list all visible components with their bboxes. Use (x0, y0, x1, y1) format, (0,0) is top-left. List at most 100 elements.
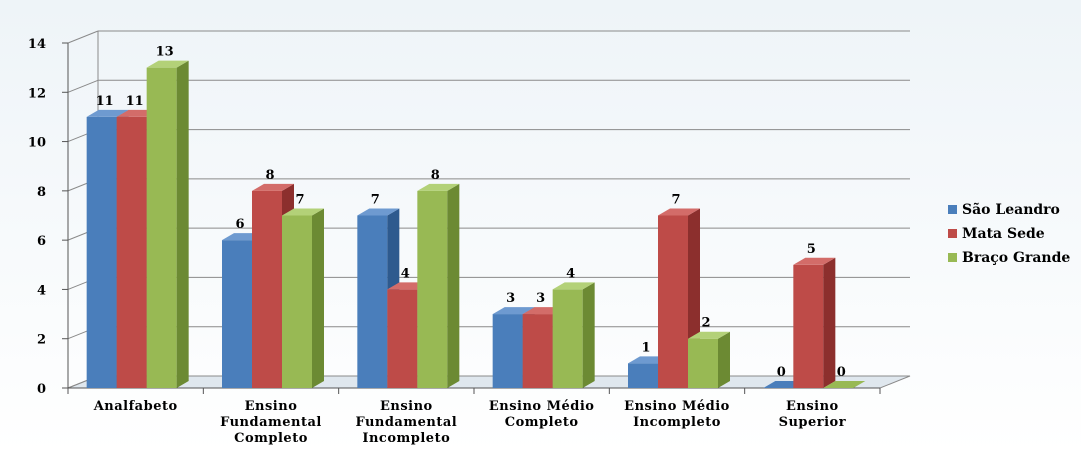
legend-swatch-sao-leandro (948, 205, 957, 214)
y-tick-label: 8 (37, 185, 46, 200)
bar-front (417, 190, 448, 388)
bar-braco-grande-3 (552, 282, 595, 388)
data-label-mata-sede-2: 4 (401, 266, 410, 281)
bar-front (658, 215, 688, 388)
y-tick-label: 4 (37, 283, 46, 298)
bar-top (146, 60, 189, 68)
bar-top (282, 208, 324, 216)
data-label-mata-sede-4: 7 (671, 193, 680, 208)
bar-top (793, 257, 836, 265)
bar-side (582, 282, 595, 388)
bar-top (357, 208, 400, 216)
data-label-mata-sede-0: 11 (126, 94, 144, 109)
legend-swatch-braco-grande (948, 253, 957, 262)
bar-layer (86, 60, 866, 389)
y-tick-label: 2 (37, 333, 46, 348)
bar-front (252, 190, 282, 388)
bar-front (492, 314, 523, 388)
y-tick-label: 12 (28, 86, 46, 101)
category-label-1: Ensino Fundamental Completo (220, 399, 322, 446)
bar-braco-grande-4 (688, 331, 730, 388)
category-label-line: Incompleto (633, 415, 721, 430)
data-label-sao-leandro-0: 11 (96, 94, 114, 109)
category-label-line: Fundamental (355, 415, 457, 430)
bar-top (86, 109, 129, 117)
category-label-4: Ensino Médio Incompleto (624, 399, 730, 430)
data-label-braco-grande-1: 7 (295, 193, 304, 208)
data-label-braco-grande-0: 13 (156, 45, 174, 60)
data-label-sao-leandro-2: 7 (371, 193, 380, 208)
data-label-mata-sede-5: 5 (807, 242, 816, 257)
legend: São Leandro Mata Sede Braço Grande (948, 201, 1070, 266)
y-tick-label: 14 (28, 37, 46, 52)
category-label-line: Analfabeto (93, 399, 178, 414)
data-label-sao-leandro-1: 6 (235, 217, 244, 232)
bar-front (357, 215, 388, 388)
category-label-2: Ensino Fundamental Incompleto (355, 399, 457, 446)
bar-front (628, 363, 658, 388)
category-label-line: Incompleto (362, 431, 450, 446)
legend-label-braco-grande: Braço Grande (962, 250, 1070, 266)
bar-side (718, 331, 730, 388)
grid-layer (67, 30, 911, 389)
category-label-line: Ensino Médio (489, 399, 595, 414)
category-label-line: Ensino (245, 399, 298, 414)
category-label-line: Ensino Médio (624, 399, 730, 414)
category-label-line: Ensino (786, 399, 839, 414)
data-label-sao-leandro-5: 0 (777, 365, 786, 380)
bar-side (447, 183, 460, 388)
bar-top (417, 183, 460, 191)
y-tick-label: 10 (28, 136, 46, 151)
data-label-braco-grande-4: 2 (701, 316, 710, 331)
category-label-line: Completo (234, 431, 308, 446)
bar-front (86, 116, 117, 388)
bar-front (222, 240, 252, 388)
legend-label-sao-leandro: São Leandro (962, 201, 1060, 218)
data-label-braco-grande-5: 0 (837, 365, 846, 380)
bar-braco-grande-0 (146, 60, 189, 389)
category-label-3: Ensino Médio Completo (489, 399, 595, 430)
bar-side (176, 60, 189, 389)
bar-front (793, 264, 824, 388)
bar-top (252, 183, 294, 191)
y-tick-label: 6 (37, 234, 46, 249)
bar-front (688, 338, 718, 388)
bar-front (116, 116, 147, 388)
bar-braco-grande-5 (823, 381, 866, 388)
category-label-line: Completo (505, 415, 579, 430)
data-label-mata-sede-3: 3 (536, 291, 545, 306)
bar-braco-grande-1 (282, 208, 324, 388)
bar-top (552, 282, 595, 290)
legend-label-mata-sede: Mata Sede (962, 226, 1045, 242)
bar-top (492, 307, 535, 315)
label-layer: 11 11 13 6 8 7 7 4 8 3 3 4 1 7 2 0 5 0 (96, 45, 846, 380)
data-label-sao-leandro-3: 3 (506, 291, 515, 306)
bar-front (387, 289, 418, 388)
bar-front (146, 67, 177, 389)
y-tick-label: 0 (37, 382, 46, 397)
gridline-depth (67, 79, 99, 93)
data-label-braco-grande-3: 4 (566, 266, 575, 281)
bar-front (552, 289, 583, 388)
bar-side (312, 208, 324, 388)
category-label-0: Analfabeto (93, 399, 178, 414)
bar-mata-sede-5 (793, 257, 836, 388)
bar-braco-grande-2 (417, 183, 460, 388)
bar-front (282, 215, 312, 388)
bar-mata-sede-4 (658, 208, 700, 388)
gridline-depth (67, 30, 99, 44)
bar-top (688, 331, 730, 339)
data-label-sao-leandro-4: 1 (641, 340, 650, 355)
data-label-braco-grande-2: 8 (431, 168, 440, 183)
category-label-5: Ensino Superior (779, 399, 847, 430)
bar-front (522, 314, 553, 388)
category-label-line: Superior (779, 415, 847, 430)
category-label-line: Fundamental (220, 415, 322, 430)
bar-side (823, 257, 836, 388)
legend-swatch-mata-sede (948, 229, 957, 238)
bar-top (658, 208, 700, 216)
data-label-mata-sede-1: 8 (265, 168, 274, 183)
